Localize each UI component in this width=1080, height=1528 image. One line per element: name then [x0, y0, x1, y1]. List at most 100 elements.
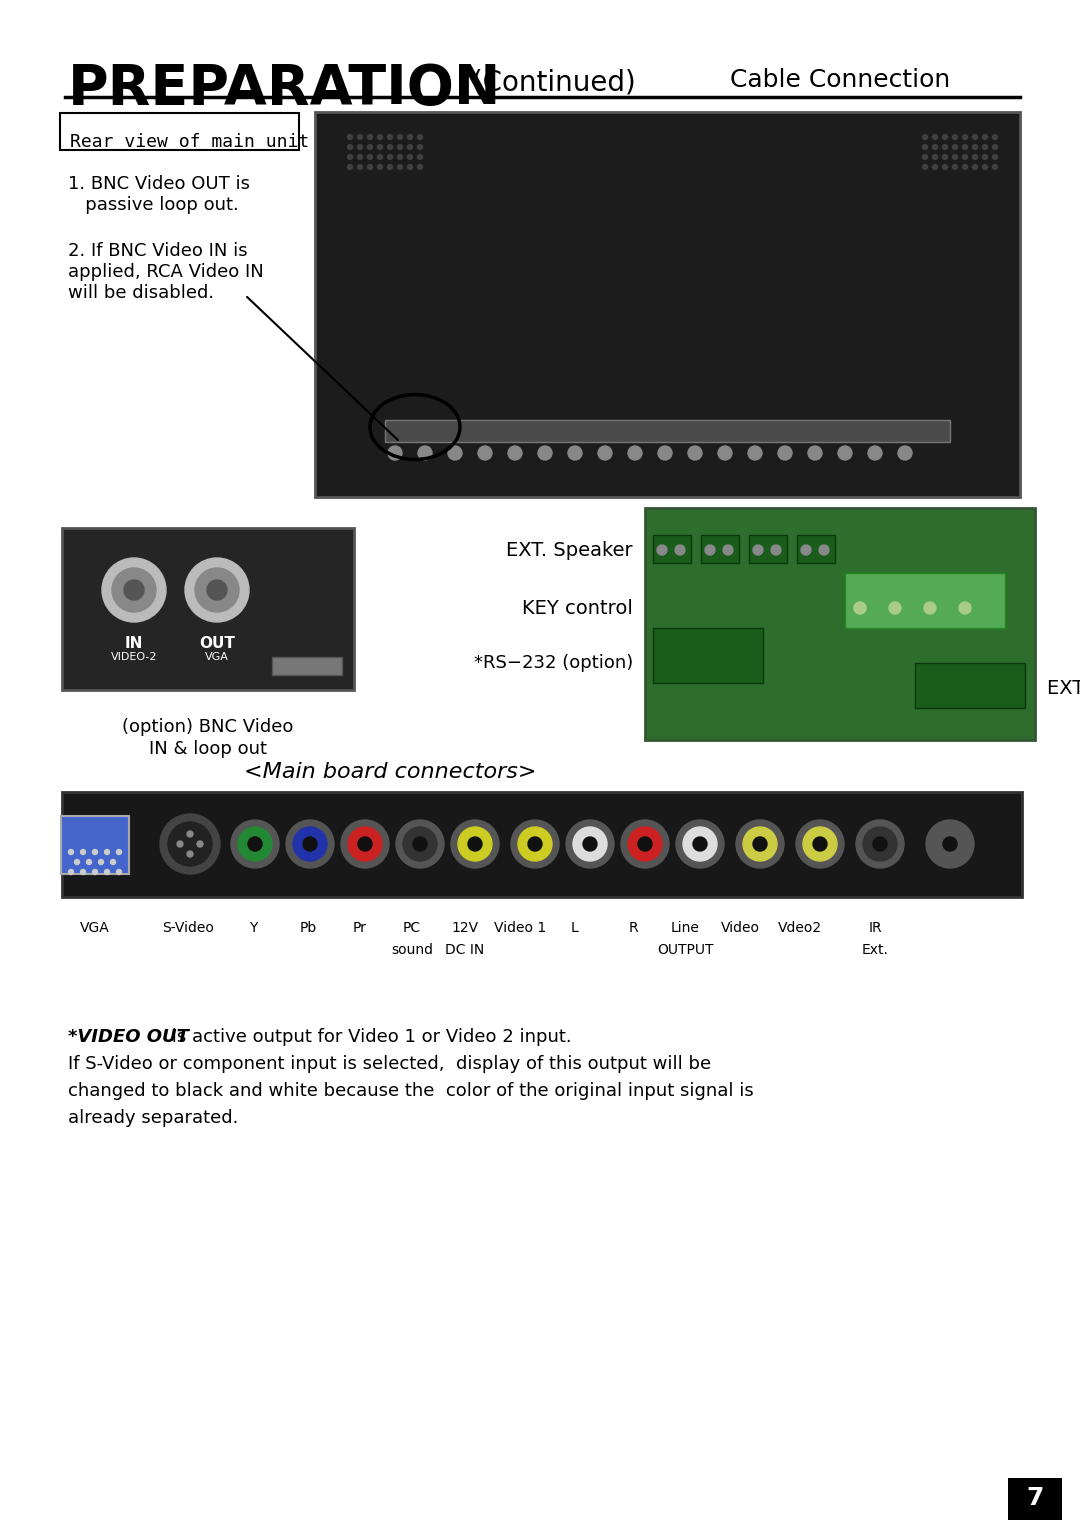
Circle shape — [124, 581, 144, 601]
Circle shape — [238, 827, 272, 860]
Bar — [797, 535, 835, 562]
Circle shape — [396, 821, 444, 868]
Text: S-Video: S-Video — [162, 921, 214, 935]
Circle shape — [341, 821, 389, 868]
Circle shape — [187, 851, 193, 857]
Circle shape — [357, 165, 363, 170]
Circle shape — [897, 446, 912, 460]
Circle shape — [743, 827, 777, 860]
Circle shape — [808, 446, 822, 460]
Text: <Main board connectors>: <Main board connectors> — [244, 762, 537, 782]
Text: Video 1: Video 1 — [494, 921, 546, 935]
Circle shape — [81, 850, 85, 854]
Bar — [1008, 1478, 1062, 1520]
Circle shape — [357, 837, 372, 851]
Circle shape — [397, 145, 403, 150]
Circle shape — [367, 145, 373, 150]
Circle shape — [348, 145, 352, 150]
Circle shape — [753, 837, 767, 851]
Circle shape — [293, 827, 327, 860]
Circle shape — [197, 840, 203, 847]
Circle shape — [889, 602, 901, 614]
Circle shape — [187, 831, 193, 837]
Circle shape — [418, 165, 422, 170]
Circle shape — [796, 821, 843, 868]
Circle shape — [348, 827, 382, 860]
Circle shape — [93, 869, 97, 874]
Text: EXT. Speaker: EXT. Speaker — [507, 541, 633, 559]
Circle shape — [959, 602, 971, 614]
Text: DC IN: DC IN — [445, 943, 485, 957]
Circle shape — [953, 134, 958, 139]
Circle shape — [93, 850, 97, 854]
Text: applied, RCA Video IN: applied, RCA Video IN — [68, 263, 264, 281]
Bar — [701, 535, 739, 562]
Circle shape — [932, 154, 937, 159]
Circle shape — [102, 558, 166, 622]
Text: Video: Video — [720, 921, 759, 935]
Circle shape — [972, 134, 977, 139]
Circle shape — [407, 134, 413, 139]
Circle shape — [348, 165, 352, 170]
Circle shape — [621, 821, 669, 868]
Text: IN & loop out: IN & loop out — [149, 740, 267, 758]
Circle shape — [922, 134, 928, 139]
Circle shape — [367, 134, 373, 139]
Circle shape — [675, 545, 685, 555]
Text: Ext.: Ext. — [862, 943, 889, 957]
Circle shape — [943, 154, 947, 159]
Circle shape — [868, 446, 882, 460]
Circle shape — [598, 446, 612, 460]
Text: KEY control: KEY control — [522, 599, 633, 617]
Circle shape — [388, 145, 392, 150]
Circle shape — [231, 821, 279, 868]
Circle shape — [407, 154, 413, 159]
Circle shape — [943, 145, 947, 150]
Circle shape — [735, 821, 784, 868]
Text: 7: 7 — [1026, 1487, 1043, 1510]
Circle shape — [538, 446, 552, 460]
Circle shape — [943, 134, 947, 139]
Text: VGA: VGA — [205, 652, 229, 662]
Text: sound: sound — [391, 943, 433, 957]
Circle shape — [932, 145, 937, 150]
Circle shape — [357, 145, 363, 150]
Circle shape — [771, 545, 781, 555]
Bar — [645, 507, 1035, 740]
Circle shape — [478, 446, 492, 460]
Text: Pb: Pb — [299, 921, 316, 935]
Circle shape — [943, 165, 947, 170]
Circle shape — [922, 154, 928, 159]
Circle shape — [81, 869, 85, 874]
Circle shape — [448, 446, 462, 460]
Text: 2. If BNC Video IN is: 2. If BNC Video IN is — [68, 241, 247, 260]
Circle shape — [397, 134, 403, 139]
Circle shape — [993, 154, 998, 159]
Circle shape — [458, 827, 492, 860]
Text: Line: Line — [671, 921, 700, 935]
Circle shape — [105, 869, 109, 874]
Circle shape — [357, 154, 363, 159]
Circle shape — [511, 821, 559, 868]
Circle shape — [705, 545, 715, 555]
Text: EXT. DC: EXT. DC — [1047, 678, 1080, 697]
Circle shape — [508, 446, 522, 460]
Text: *RS−232 (option): *RS−232 (option) — [474, 654, 633, 672]
Circle shape — [407, 165, 413, 170]
Circle shape — [68, 850, 73, 854]
Circle shape — [566, 821, 615, 868]
Circle shape — [813, 837, 827, 851]
Text: L: L — [571, 921, 579, 935]
Text: VGA: VGA — [80, 921, 110, 935]
Circle shape — [932, 165, 937, 170]
Text: If S-Video or component input is selected,  display of this output will be: If S-Video or component input is selecte… — [68, 1054, 711, 1073]
Circle shape — [397, 165, 403, 170]
Circle shape — [367, 154, 373, 159]
Text: Rear view of main unit: Rear view of main unit — [70, 133, 309, 151]
Circle shape — [110, 859, 116, 865]
Circle shape — [801, 545, 811, 555]
Circle shape — [778, 446, 792, 460]
Bar — [60, 816, 129, 874]
Circle shape — [418, 154, 422, 159]
Circle shape — [753, 545, 762, 555]
